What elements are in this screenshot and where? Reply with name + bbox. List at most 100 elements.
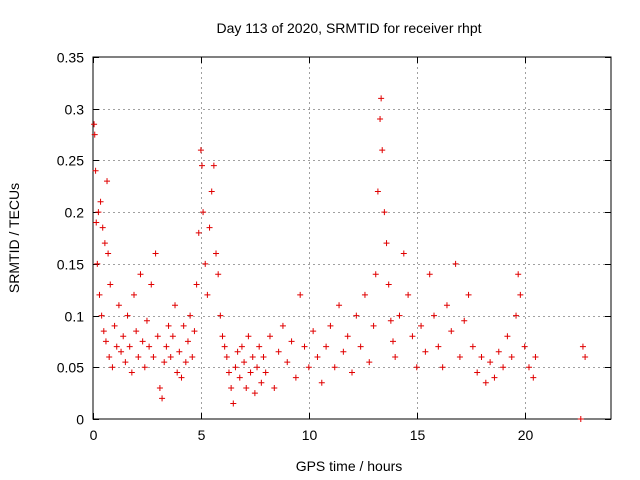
data-point [106, 353, 113, 360]
x-tick-label: 10 [302, 427, 318, 443]
x-tick-label: 0 [90, 427, 98, 443]
data-point [191, 328, 198, 335]
y-tick-label: 0.05 [57, 360, 84, 376]
data-point [448, 328, 455, 335]
data-point [169, 333, 176, 340]
data-point [396, 312, 403, 319]
data-point [184, 338, 191, 345]
data-point [137, 271, 144, 278]
data-point [465, 291, 472, 298]
data-point [318, 379, 325, 386]
data-point [532, 353, 539, 360]
y-tick-label: 0.35 [57, 50, 84, 66]
data-point [92, 167, 99, 174]
x-axis-label: GPS time / hours [296, 458, 403, 474]
data-point [258, 379, 265, 386]
data-point [124, 312, 131, 319]
data-point [167, 353, 174, 360]
data-point [163, 343, 170, 350]
data-point [500, 364, 507, 371]
data-point [97, 198, 104, 205]
data-point [187, 312, 194, 319]
y-axis-label: SRMTID / TECUs [6, 183, 22, 293]
data-point [197, 147, 204, 154]
data-point [517, 291, 524, 298]
data-point [405, 291, 412, 298]
x-tick-label: 5 [198, 427, 206, 443]
data-point [579, 343, 586, 350]
data-point [495, 348, 502, 355]
data-point [266, 333, 273, 340]
data-point [234, 348, 241, 355]
data-point [297, 291, 304, 298]
data-point [148, 281, 155, 288]
grid-lines [93, 57, 611, 419]
data-point [370, 322, 377, 329]
data-point [109, 364, 116, 371]
x-axis: 0 5 10 15 20 [90, 57, 534, 443]
data-point [409, 333, 416, 340]
data-point [400, 250, 407, 257]
data-point [439, 364, 446, 371]
data-point [236, 374, 243, 381]
data-point [101, 240, 108, 247]
data-point [128, 369, 135, 376]
chart-title: Day 113 of 2020, SRMTID for receiver rhp… [216, 20, 481, 36]
data-point [431, 312, 438, 319]
data-point [422, 348, 429, 355]
data-point [245, 333, 252, 340]
data-point [387, 317, 394, 324]
data-point [530, 374, 537, 381]
data-point [357, 343, 364, 350]
data-point [443, 302, 450, 309]
data-points [91, 95, 589, 422]
data-point [131, 291, 138, 298]
data-point [154, 333, 161, 340]
data-point [91, 131, 98, 138]
plot-frame [92, 56, 612, 420]
data-point [504, 333, 511, 340]
data-point [174, 369, 181, 376]
data-point [93, 219, 100, 226]
x-tick-label: 20 [518, 427, 534, 443]
data-point [372, 271, 379, 278]
data-point [98, 312, 105, 319]
data-point [275, 348, 282, 355]
y-tick-label: 0.15 [57, 257, 84, 273]
data-point [141, 364, 148, 371]
data-point [383, 240, 390, 247]
data-point [115, 302, 122, 309]
data-point [292, 374, 299, 381]
y-tick-label: 0 [76, 412, 84, 428]
data-point [135, 353, 142, 360]
data-point [390, 338, 397, 345]
data-point [271, 384, 278, 391]
data-point [461, 317, 468, 324]
data-point [314, 353, 321, 360]
data-point [577, 416, 584, 422]
data-point [99, 224, 106, 231]
data-point [219, 333, 226, 340]
data-point [251, 390, 258, 397]
data-point [210, 162, 217, 169]
data-point [122, 359, 129, 366]
data-point [508, 353, 515, 360]
data-point [353, 312, 360, 319]
data-point [228, 384, 235, 391]
data-point [143, 317, 150, 324]
data-point [469, 343, 476, 350]
data-point [230, 400, 237, 407]
data-point [377, 116, 384, 123]
data-point [150, 353, 157, 360]
data-point [200, 209, 207, 216]
data-point [482, 379, 489, 386]
data-point [243, 384, 250, 391]
data-point [385, 281, 392, 288]
data-point [165, 322, 172, 329]
data-point [139, 338, 146, 345]
data-point [100, 328, 107, 335]
data-point [254, 364, 261, 371]
data-point [284, 359, 291, 366]
y-tick-label: 0.1 [65, 309, 85, 325]
